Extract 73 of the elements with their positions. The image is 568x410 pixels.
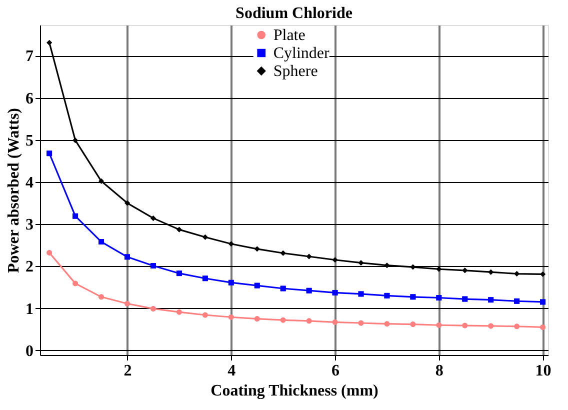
point: [306, 318, 312, 324]
point: [124, 254, 130, 260]
point: [150, 263, 156, 269]
x-tick-label: 8: [435, 362, 444, 380]
point: [436, 295, 442, 300]
point: [202, 312, 208, 318]
point: [176, 270, 182, 276]
point: [98, 239, 104, 245]
legend-label: Cylinder: [273, 45, 330, 62]
point: [228, 280, 234, 286]
point: [306, 288, 312, 294]
point: [332, 290, 338, 296]
point: [332, 319, 338, 325]
point: [462, 322, 468, 328]
y-tick-label: 5: [26, 132, 34, 150]
point: [384, 262, 390, 268]
x-tick-label: 10: [535, 362, 552, 380]
point: [98, 178, 104, 184]
point: [46, 40, 52, 46]
point: [72, 138, 78, 144]
y-axis-title: Power absorbed (Watts): [6, 108, 22, 274]
point: [410, 294, 416, 300]
point: [280, 317, 286, 323]
x-tick-label: 2: [124, 362, 132, 380]
point: [202, 276, 208, 282]
y-tick-label: 1: [26, 300, 34, 318]
point: [254, 282, 260, 288]
legend-label: Plate: [273, 27, 306, 44]
point: [46, 150, 52, 156]
point: [150, 306, 156, 312]
point: [384, 292, 390, 298]
point: [46, 250, 52, 256]
point: [254, 316, 260, 322]
point: [150, 215, 156, 221]
point: [358, 291, 364, 297]
point: [540, 271, 546, 277]
x-tick-label: 4: [228, 362, 236, 380]
y-tick-label: 2: [26, 258, 34, 276]
point: [462, 268, 468, 274]
point: [124, 300, 130, 306]
point: [228, 241, 234, 247]
point: [384, 321, 390, 327]
x-axis-title: Coating Thickness (mm): [210, 382, 378, 400]
y-tick-label: 6: [26, 90, 34, 108]
point: [540, 324, 546, 330]
point: [358, 320, 364, 326]
point: [540, 299, 546, 305]
x-tick-label: 6: [332, 362, 340, 380]
point: [228, 314, 234, 320]
point: [98, 294, 104, 300]
point: [410, 322, 416, 328]
point: [462, 296, 468, 302]
point: [488, 323, 494, 329]
point: [72, 280, 78, 286]
point: [514, 324, 520, 330]
point: [280, 250, 286, 256]
y-tick-label: 7: [26, 48, 34, 66]
y-tick-label: 4: [26, 174, 34, 192]
point: [176, 309, 182, 315]
point: [124, 200, 130, 206]
point: [176, 226, 182, 232]
y-tick-label: 3: [26, 216, 34, 234]
point: [436, 322, 442, 328]
point: [332, 257, 338, 263]
y-tick-label: 0: [26, 342, 34, 360]
point: [514, 298, 520, 304]
point: [280, 286, 286, 292]
point: [254, 246, 260, 252]
legend-label: Sphere: [273, 63, 318, 80]
point: [72, 213, 78, 219]
point: [202, 234, 208, 240]
point: [488, 297, 494, 303]
chart-title: Sodium Chloride: [236, 5, 352, 22]
